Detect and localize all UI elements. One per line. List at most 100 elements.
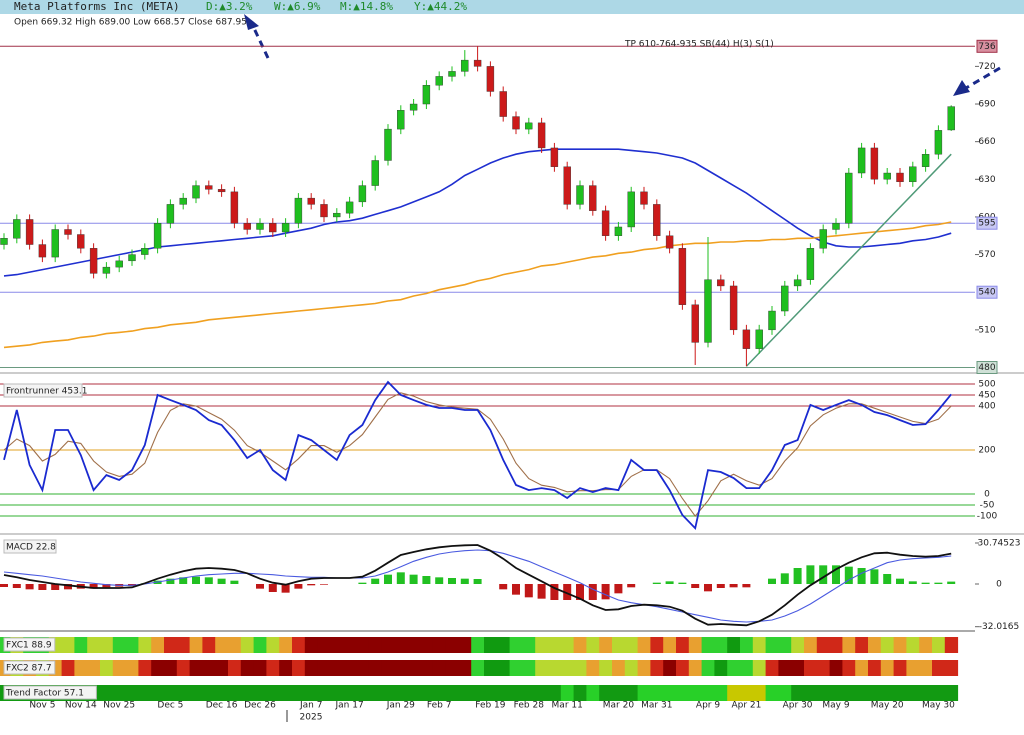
change-week: W:▲6.9% — [274, 0, 321, 13]
heat-cell — [855, 637, 869, 653]
heat-cell — [842, 637, 856, 653]
x-tick-label: Feb 19 — [475, 701, 506, 711]
x-tick-label: Nov 25 — [103, 701, 135, 711]
histogram-bar — [652, 582, 661, 584]
heat-cell — [458, 660, 472, 676]
heat-cell — [74, 660, 88, 676]
heat-cell — [471, 685, 485, 701]
candle-body — [896, 172, 904, 183]
histogram-bar — [51, 584, 60, 590]
candle-body — [576, 185, 584, 205]
heat-cell — [125, 685, 139, 701]
candle-body — [269, 223, 277, 233]
candle-body — [601, 210, 610, 236]
heat-cell — [599, 685, 613, 701]
heat-cell — [855, 660, 869, 676]
histogram-bar — [742, 584, 751, 588]
heat-cell — [612, 637, 626, 653]
candle-body — [781, 285, 789, 312]
heat-cell — [548, 660, 562, 676]
heat-cell — [676, 685, 690, 701]
heat-cell — [164, 685, 178, 701]
heat-cell — [829, 685, 843, 701]
heat-cell — [266, 637, 280, 653]
heat-cell — [791, 685, 805, 701]
histogram-bar — [896, 578, 904, 584]
heat-cell — [368, 685, 383, 701]
heat-cell — [394, 685, 408, 701]
heat-cell — [676, 660, 690, 676]
heat-cell — [880, 660, 895, 676]
candle-body — [333, 212, 341, 218]
x-tick-label: Feb 28 — [514, 701, 545, 711]
histogram-bar — [179, 577, 188, 584]
heat-cell — [253, 685, 267, 701]
heat-cell — [240, 685, 255, 701]
candle-body — [499, 91, 507, 117]
heat-cell — [906, 660, 920, 676]
heat-cell — [701, 660, 715, 676]
heat-cell — [330, 685, 344, 701]
heat-cell — [548, 637, 562, 653]
level-box — [976, 39, 998, 53]
heat-cell — [445, 637, 459, 653]
heat-cell — [701, 685, 715, 701]
heat-cell — [688, 637, 703, 653]
histogram-bar — [64, 584, 72, 590]
x-tick-label: Dec 26 — [244, 701, 276, 711]
candle-body — [537, 122, 546, 149]
heat-cell — [394, 637, 408, 653]
candle-body — [512, 116, 520, 130]
heat-cell — [279, 637, 293, 653]
level-label: 736 — [978, 42, 995, 52]
histogram-bar — [204, 577, 213, 584]
change-day: D:▲3.2% — [206, 0, 253, 13]
x-tick-label: May 20 — [871, 701, 904, 711]
heat-cell — [535, 685, 549, 701]
histogram-bar — [550, 584, 559, 600]
candle-body — [192, 185, 200, 199]
heat-cell — [432, 660, 447, 676]
candle-body — [819, 229, 827, 249]
heat-cell — [612, 660, 626, 676]
heat-cell — [522, 660, 536, 676]
x-tick-label: Jan 17 — [335, 701, 364, 711]
heat-cell — [740, 685, 754, 701]
heat-cell — [637, 660, 651, 676]
candle-body — [793, 279, 802, 287]
heat-cell — [765, 685, 779, 701]
heat-cell — [368, 637, 383, 653]
heat-cell — [816, 660, 831, 676]
histogram-bar — [729, 584, 738, 588]
y-tick-label: -100 — [977, 512, 998, 522]
candle-body — [691, 304, 699, 343]
histogram-bar — [499, 584, 508, 590]
x-tick-label: Jan 7 — [299, 701, 322, 711]
arrow — [244, 14, 1001, 96]
heat-cell — [919, 685, 933, 701]
heat-cell — [560, 660, 575, 676]
histogram-bar — [422, 576, 431, 584]
histogram-bar — [921, 582, 930, 584]
candle-body — [653, 204, 661, 236]
heat-cell — [253, 637, 267, 653]
candle-body — [563, 166, 571, 205]
heat-cell — [573, 685, 587, 701]
y-tick-label: 0 — [984, 490, 990, 500]
heat-cell — [535, 637, 549, 653]
x-tick-label: Apr 30 — [783, 701, 813, 711]
histogram-bar — [473, 579, 482, 584]
heat-cell — [612, 685, 626, 701]
level-label: 595 — [978, 219, 995, 229]
histogram-bar — [281, 584, 290, 593]
candle-body — [256, 223, 264, 230]
heat-cell — [855, 685, 869, 701]
candle-body — [371, 160, 379, 186]
candle-body — [409, 103, 418, 111]
candle-body — [845, 172, 853, 224]
heat-cell — [202, 685, 216, 701]
heat-cell — [176, 637, 191, 653]
heat-cell — [381, 637, 395, 653]
histogram-bar — [704, 584, 712, 592]
candle-body — [461, 59, 469, 72]
